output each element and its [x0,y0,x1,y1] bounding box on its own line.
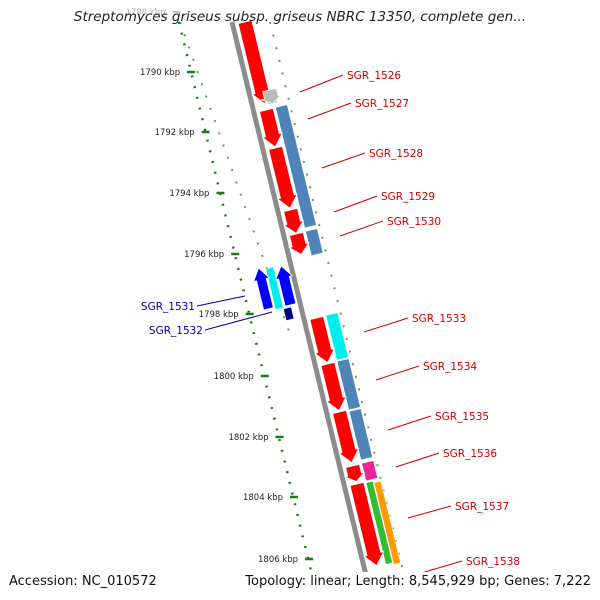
gene-label-leader [204,311,273,331]
gene-arrow[interactable] [281,207,306,236]
gene-label-leader [407,505,452,519]
gene-arrow[interactable] [343,463,366,484]
feature-bar[interactable] [373,480,401,565]
gene-label[interactable]: SGR_1533 [412,313,466,325]
gene-label-leader [307,102,352,120]
gene-label-leader [387,415,432,431]
gene-arrow[interactable] [318,361,349,413]
gene-arrow[interactable] [330,409,362,465]
genome-backbone [229,21,368,572]
gene-label-leader [423,560,463,572]
gene-label[interactable]: SGR_1538 [466,556,520,568]
gene-label-leader [321,152,366,169]
feature-bar[interactable] [275,104,317,229]
ruler-tick-label: 1804 kbp [243,493,283,503]
gene-label-leader [375,365,420,381]
gene-label-leader [339,220,384,237]
gene-arrow[interactable] [273,264,299,307]
gene-label[interactable]: SGR_1536 [443,448,497,460]
gene-arrow[interactable] [260,87,283,106]
ruler-tick-label: 1798 kbp [199,310,239,320]
gene-arrow[interactable] [251,266,276,311]
gene-arrow[interactable] [307,315,337,365]
ruler-tick-label: 1796 kbp [184,250,224,260]
feature-bar[interactable] [305,228,324,257]
gene-arrow[interactable] [266,145,300,211]
ruler-tick-label: 1802 kbp [228,433,268,443]
feature-bar[interactable] [348,408,373,461]
gene-label[interactable]: SGR_1532 [149,325,203,337]
genome-summary-text: Topology: linear; Length: 8,545,929 bp; … [245,574,591,589]
accession-text: Accession: NC_010572 [9,574,157,589]
gene-label[interactable]: SGR_1537 [455,501,509,513]
gene-arrow[interactable] [287,231,311,257]
gene-label-leader [196,295,246,307]
ruler-tick-label: 1794 kbp [169,189,209,199]
ruler-tick-label: 1806 kbp [258,555,298,565]
feature-bar[interactable] [325,312,349,361]
feature-bar[interactable] [365,480,393,565]
ruler-tick-label: 1800 kbp [214,372,254,382]
gene-arrow[interactable] [257,107,285,150]
gene-label[interactable]: SGR_1530 [387,216,441,228]
forward-strand-guide [269,21,405,572]
gene-label-leader [363,317,409,333]
gene-label-leader [395,452,440,468]
ruler-tick-label: 1788 kbp [126,8,166,18]
ruler-tick-label: 1792 kbp [155,128,195,138]
feature-bar[interactable] [336,358,361,411]
ruler-line [177,21,313,572]
gene-label[interactable]: SGR_1528 [369,148,423,160]
feature-bar[interactable] [361,460,379,482]
gene-label[interactable]: SGR_1535 [435,411,489,423]
gene-label[interactable]: SGR_1526 [347,70,401,82]
feature-bar[interactable] [265,266,284,311]
feature-bar[interactable] [283,306,295,321]
gene-label[interactable]: SGR_1527 [355,98,409,110]
gene-label[interactable]: SGR_1531 [141,301,195,313]
page-title: Streptomyces griseus subsp. griseus NBRC… [73,9,527,25]
gene-label[interactable]: SGR_1534 [423,361,477,373]
gene-arrow[interactable] [347,481,386,568]
ruler-tick-label: 1790 kbp [140,68,180,78]
gene-label-leader [333,195,378,213]
gene-label[interactable]: SGR_1529 [381,191,435,203]
gene-label-leader [299,74,344,93]
